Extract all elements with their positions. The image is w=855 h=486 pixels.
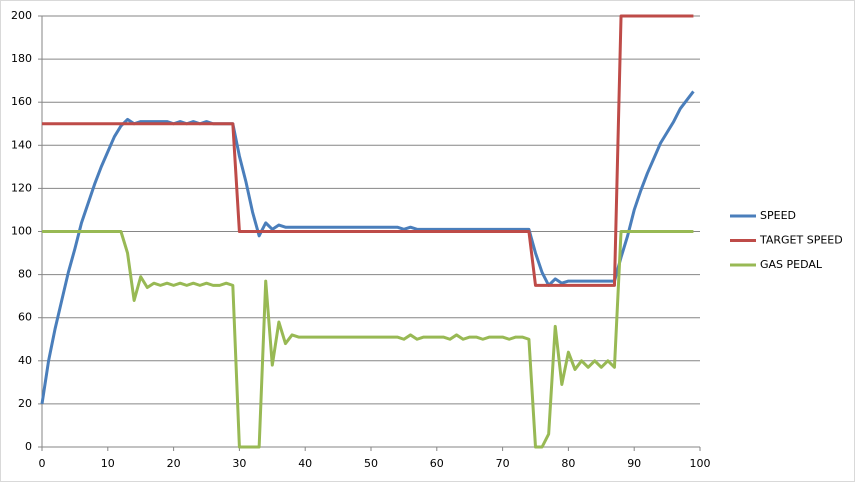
y-tick-label: 180 [11,52,32,65]
y-tick-label: 0 [25,440,32,453]
x-tick-label: 90 [627,457,641,470]
legend-label: TARGET SPEED [759,234,843,247]
y-tick-label: 120 [11,181,32,194]
x-tick-label: 20 [167,457,181,470]
y-tick-label: 80 [18,268,32,281]
y-tick-label: 40 [18,354,32,367]
x-tick-label: 70 [496,457,510,470]
x-tick-label: 100 [690,457,711,470]
y-tick-label: 100 [11,225,32,238]
x-tick-label: 50 [364,457,378,470]
y-tick-label: 200 [11,9,32,22]
y-tick-label: 20 [18,397,32,410]
x-tick-label: 60 [430,457,444,470]
series-line [42,14,694,287]
legend-label: SPEED [760,209,796,222]
x-tick-label: 10 [101,457,115,470]
legend-label: GAS PEDAL [760,258,823,271]
x-tick-label: 30 [232,457,246,470]
x-tick-label: 40 [298,457,312,470]
y-tick-label: 140 [11,138,32,151]
y-tick-label: 60 [18,311,32,324]
x-tick-label: 0 [39,457,46,470]
series-line [40,90,695,405]
y-tick-label: 160 [11,95,32,108]
x-tick-label: 80 [561,457,575,470]
series-line [42,230,694,449]
